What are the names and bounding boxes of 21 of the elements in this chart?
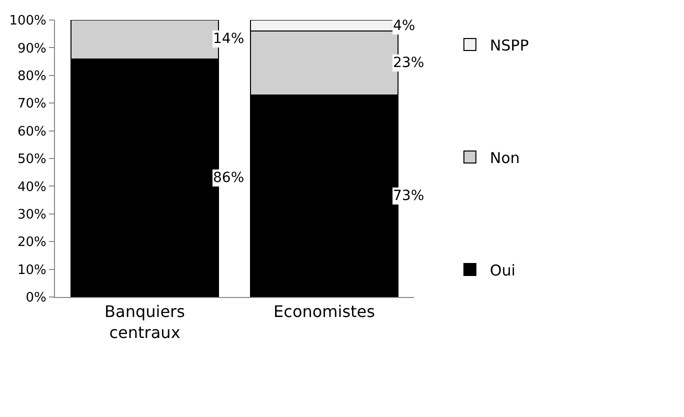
y-tick-label: 10%: [17, 262, 46, 278]
x-tick-label: Economistes: [274, 302, 375, 322]
data-label: 23%: [393, 55, 424, 71]
legend-label: NSPP: [490, 36, 529, 54]
data-label: 73%: [393, 188, 424, 204]
data-label: 86%: [213, 170, 244, 186]
legend-label: Non: [490, 148, 520, 167]
y-tick-label: 50%: [17, 152, 46, 168]
legend-label: Oui: [490, 261, 516, 280]
y-tick-label: 60%: [17, 124, 46, 140]
y-tick-label: 20%: [17, 235, 46, 250]
y-tick-label: 70%: [17, 96, 46, 112]
y-tick-label: 40%: [17, 180, 46, 195]
x-tick-label: Banquiers centraux: [104, 302, 185, 342]
data-label: 4%: [393, 18, 416, 34]
y-tick-label: 90%: [17, 41, 46, 56]
data-label: 14%: [213, 31, 244, 47]
y-tick-label: 80%: [17, 68, 46, 84]
y-tick-label: 0%: [26, 290, 46, 306]
y-tick-label: 100%: [9, 14, 46, 29]
y-tick-label: 30%: [17, 207, 46, 222]
